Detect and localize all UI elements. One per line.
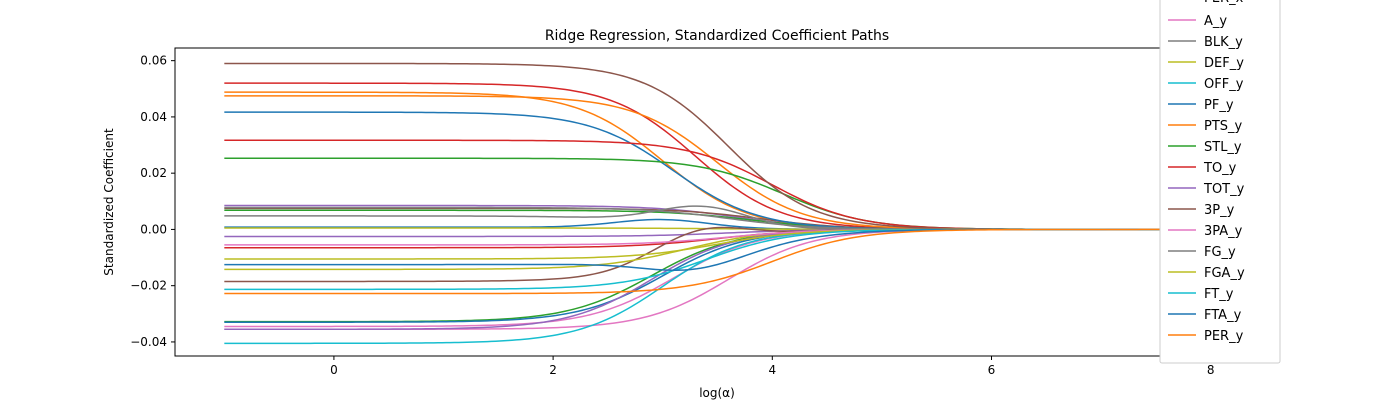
legend-label: STL_y	[1204, 140, 1242, 155]
x-tick-label: 6	[988, 363, 996, 377]
series-line-per_y	[224, 228, 1211, 295]
chart-title: Ridge Regression, Standardized Coefficie…	[545, 28, 889, 44]
legend-label: FT_y	[1204, 287, 1234, 302]
x-axis-label: log(α)	[699, 386, 735, 400]
legend-label: PF_y	[1204, 98, 1234, 113]
series-line-pts_y	[224, 95, 1211, 231]
legend-label: FTA_y	[1204, 308, 1242, 323]
series-line	[224, 207, 1211, 231]
legend-label: FG_y	[1204, 245, 1236, 260]
legend-label: PTS_y	[1204, 119, 1243, 134]
legend-label-partial: PER_x	[1204, 0, 1244, 6]
legend-label: TO_y	[1203, 161, 1237, 176]
legend-label: DEF_y	[1204, 56, 1244, 71]
x-tick-label: 0	[330, 363, 338, 377]
y-tick-label: 0.02	[140, 166, 167, 180]
series-line-stl_y	[224, 157, 1211, 231]
y-axis: −0.04 −0.02 0.00 0.02 0.04 0.06	[130, 54, 175, 349]
legend-label: 3P_y	[1204, 203, 1235, 218]
x-axis: 0 2 4 6 8	[330, 356, 1215, 377]
x-tick-label: 2	[549, 363, 557, 377]
legend: PER_x A_y BLK_y DEF_y OFF_y PF_y PTS_y STL_y TO_…	[1159, 0, 1281, 364]
series-line-3p_y	[224, 62, 1211, 231]
legend-label: 3PA_y	[1204, 224, 1243, 239]
x-tick-label: 4	[768, 363, 776, 377]
y-tick-label: −0.02	[130, 279, 167, 293]
series-line	[224, 228, 1211, 238]
y-tick-label: 0.04	[140, 110, 167, 124]
x-tick-label: 8	[1207, 363, 1215, 377]
legend-label: FGA_y	[1204, 266, 1245, 281]
series-lines	[224, 62, 1211, 345]
legend-label: A_y	[1204, 14, 1227, 29]
plot-frame	[174, 47, 1261, 357]
y-tick-label: 0.06	[140, 54, 167, 68]
y-axis-label: Standardized Coefficient	[102, 128, 116, 276]
legend-label: TOT_y	[1203, 182, 1245, 197]
legend-label: OFF_y	[1204, 77, 1244, 92]
legend-label: PER_y	[1204, 329, 1244, 344]
series-line	[224, 228, 1211, 323]
y-tick-label: −0.04	[130, 335, 167, 349]
legend-label: BLK_y	[1204, 35, 1243, 50]
series-line	[224, 228, 1211, 323]
y-tick-label: 0.00	[140, 222, 167, 236]
